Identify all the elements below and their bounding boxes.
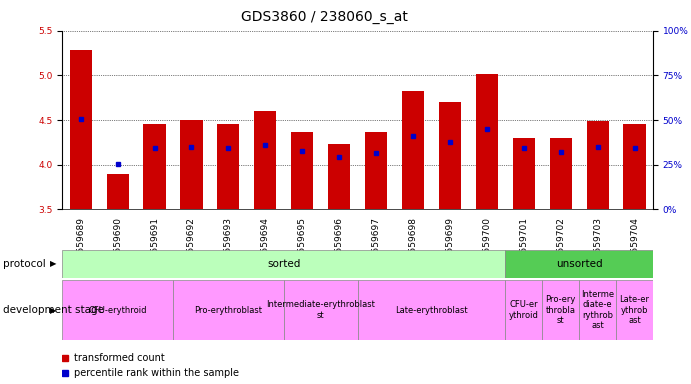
Bar (291, 132, 313, 209)
Bar (587, 121, 609, 209)
Bar (505, 250, 653, 278)
Text: sorted: sorted (267, 259, 301, 269)
Text: protocol: protocol (3, 259, 46, 269)
Text: Pro-erythroblast: Pro-erythroblast (194, 306, 263, 314)
Bar (616, 280, 653, 340)
Bar (402, 91, 424, 209)
Bar (144, 124, 166, 209)
Bar (217, 124, 239, 209)
Bar (62, 280, 173, 340)
Bar (579, 280, 616, 340)
Bar (365, 132, 387, 209)
Bar (173, 280, 284, 340)
Bar (254, 111, 276, 209)
Text: Late-erythroblast: Late-erythroblast (395, 306, 468, 314)
Text: Intermediate-erythroblast
st: Intermediate-erythroblast st (266, 300, 375, 320)
Bar (475, 74, 498, 209)
Bar (358, 280, 505, 340)
Text: GDS3860 / 238060_s_at: GDS3860 / 238060_s_at (241, 10, 408, 23)
Text: development stage: development stage (3, 305, 104, 315)
Text: CFU-er
ythroid: CFU-er ythroid (509, 300, 539, 320)
Bar (328, 144, 350, 209)
Bar (284, 280, 358, 340)
Bar (549, 138, 571, 209)
Text: ▶: ▶ (50, 260, 57, 268)
Bar (623, 124, 645, 209)
Text: percentile rank within the sample: percentile rank within the sample (74, 368, 239, 378)
Text: Late-er
ythrob
ast: Late-er ythrob ast (620, 295, 650, 325)
Bar (106, 174, 129, 209)
Bar (180, 120, 202, 209)
Bar (513, 138, 535, 209)
Bar (439, 102, 461, 209)
Bar (62, 250, 505, 278)
Bar (542, 280, 579, 340)
Text: Pro-ery
throbla
st: Pro-ery throbla st (545, 295, 576, 325)
Text: transformed count: transformed count (74, 353, 165, 363)
Text: unsorted: unsorted (556, 259, 603, 269)
Text: ▶: ▶ (50, 306, 57, 314)
Bar (505, 280, 542, 340)
Bar (70, 50, 92, 209)
Text: CFU-erythroid: CFU-erythroid (88, 306, 146, 314)
Text: Interme
diate-e
rythrob
ast: Interme diate-e rythrob ast (581, 290, 614, 330)
